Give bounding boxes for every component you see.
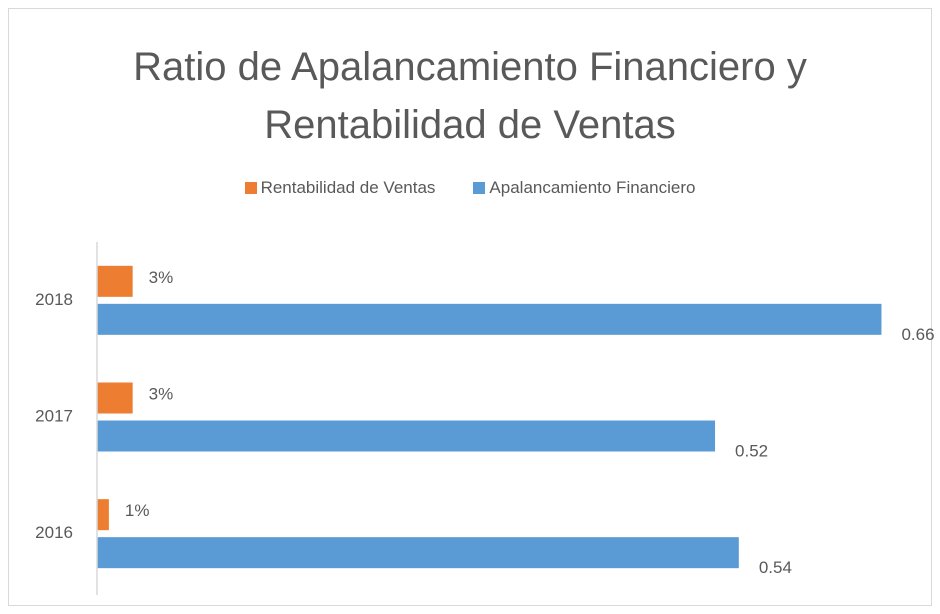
bar — [97, 303, 882, 335]
data-label: 3% — [149, 384, 174, 403]
data-label: 3% — [149, 268, 174, 287]
legend-swatch — [244, 182, 257, 194]
chart-border — [8, 8, 932, 606]
bar — [97, 537, 739, 569]
legend-label: Apalancamiento Financiero — [489, 178, 696, 197]
chart-title: Ratio de Apalancamiento Financiero y Ren… — [133, 45, 807, 147]
legend-item: Rentabilidad de Ventas — [244, 178, 436, 198]
bar — [97, 420, 716, 452]
legend-swatch — [473, 182, 486, 194]
bar — [97, 499, 109, 531]
data-label: 1% — [125, 501, 150, 520]
y-tick-label: 2017 — [35, 406, 73, 425]
data-label: 0.54 — [759, 558, 792, 577]
bar — [97, 265, 133, 297]
legend-label: Rentabilidad de Ventas — [260, 178, 436, 197]
data-label: 0.66 — [901, 325, 934, 344]
y-tick-label: 2018 — [35, 290, 73, 309]
legend: Rentabilidad de Ventas Apalancamiento Fin… — [0, 178, 940, 198]
bar — [97, 382, 133, 414]
legend-item: Apalancamiento Financiero — [473, 178, 695, 198]
data-label: 0.52 — [735, 441, 768, 460]
y-tick-label: 2016 — [35, 523, 73, 542]
